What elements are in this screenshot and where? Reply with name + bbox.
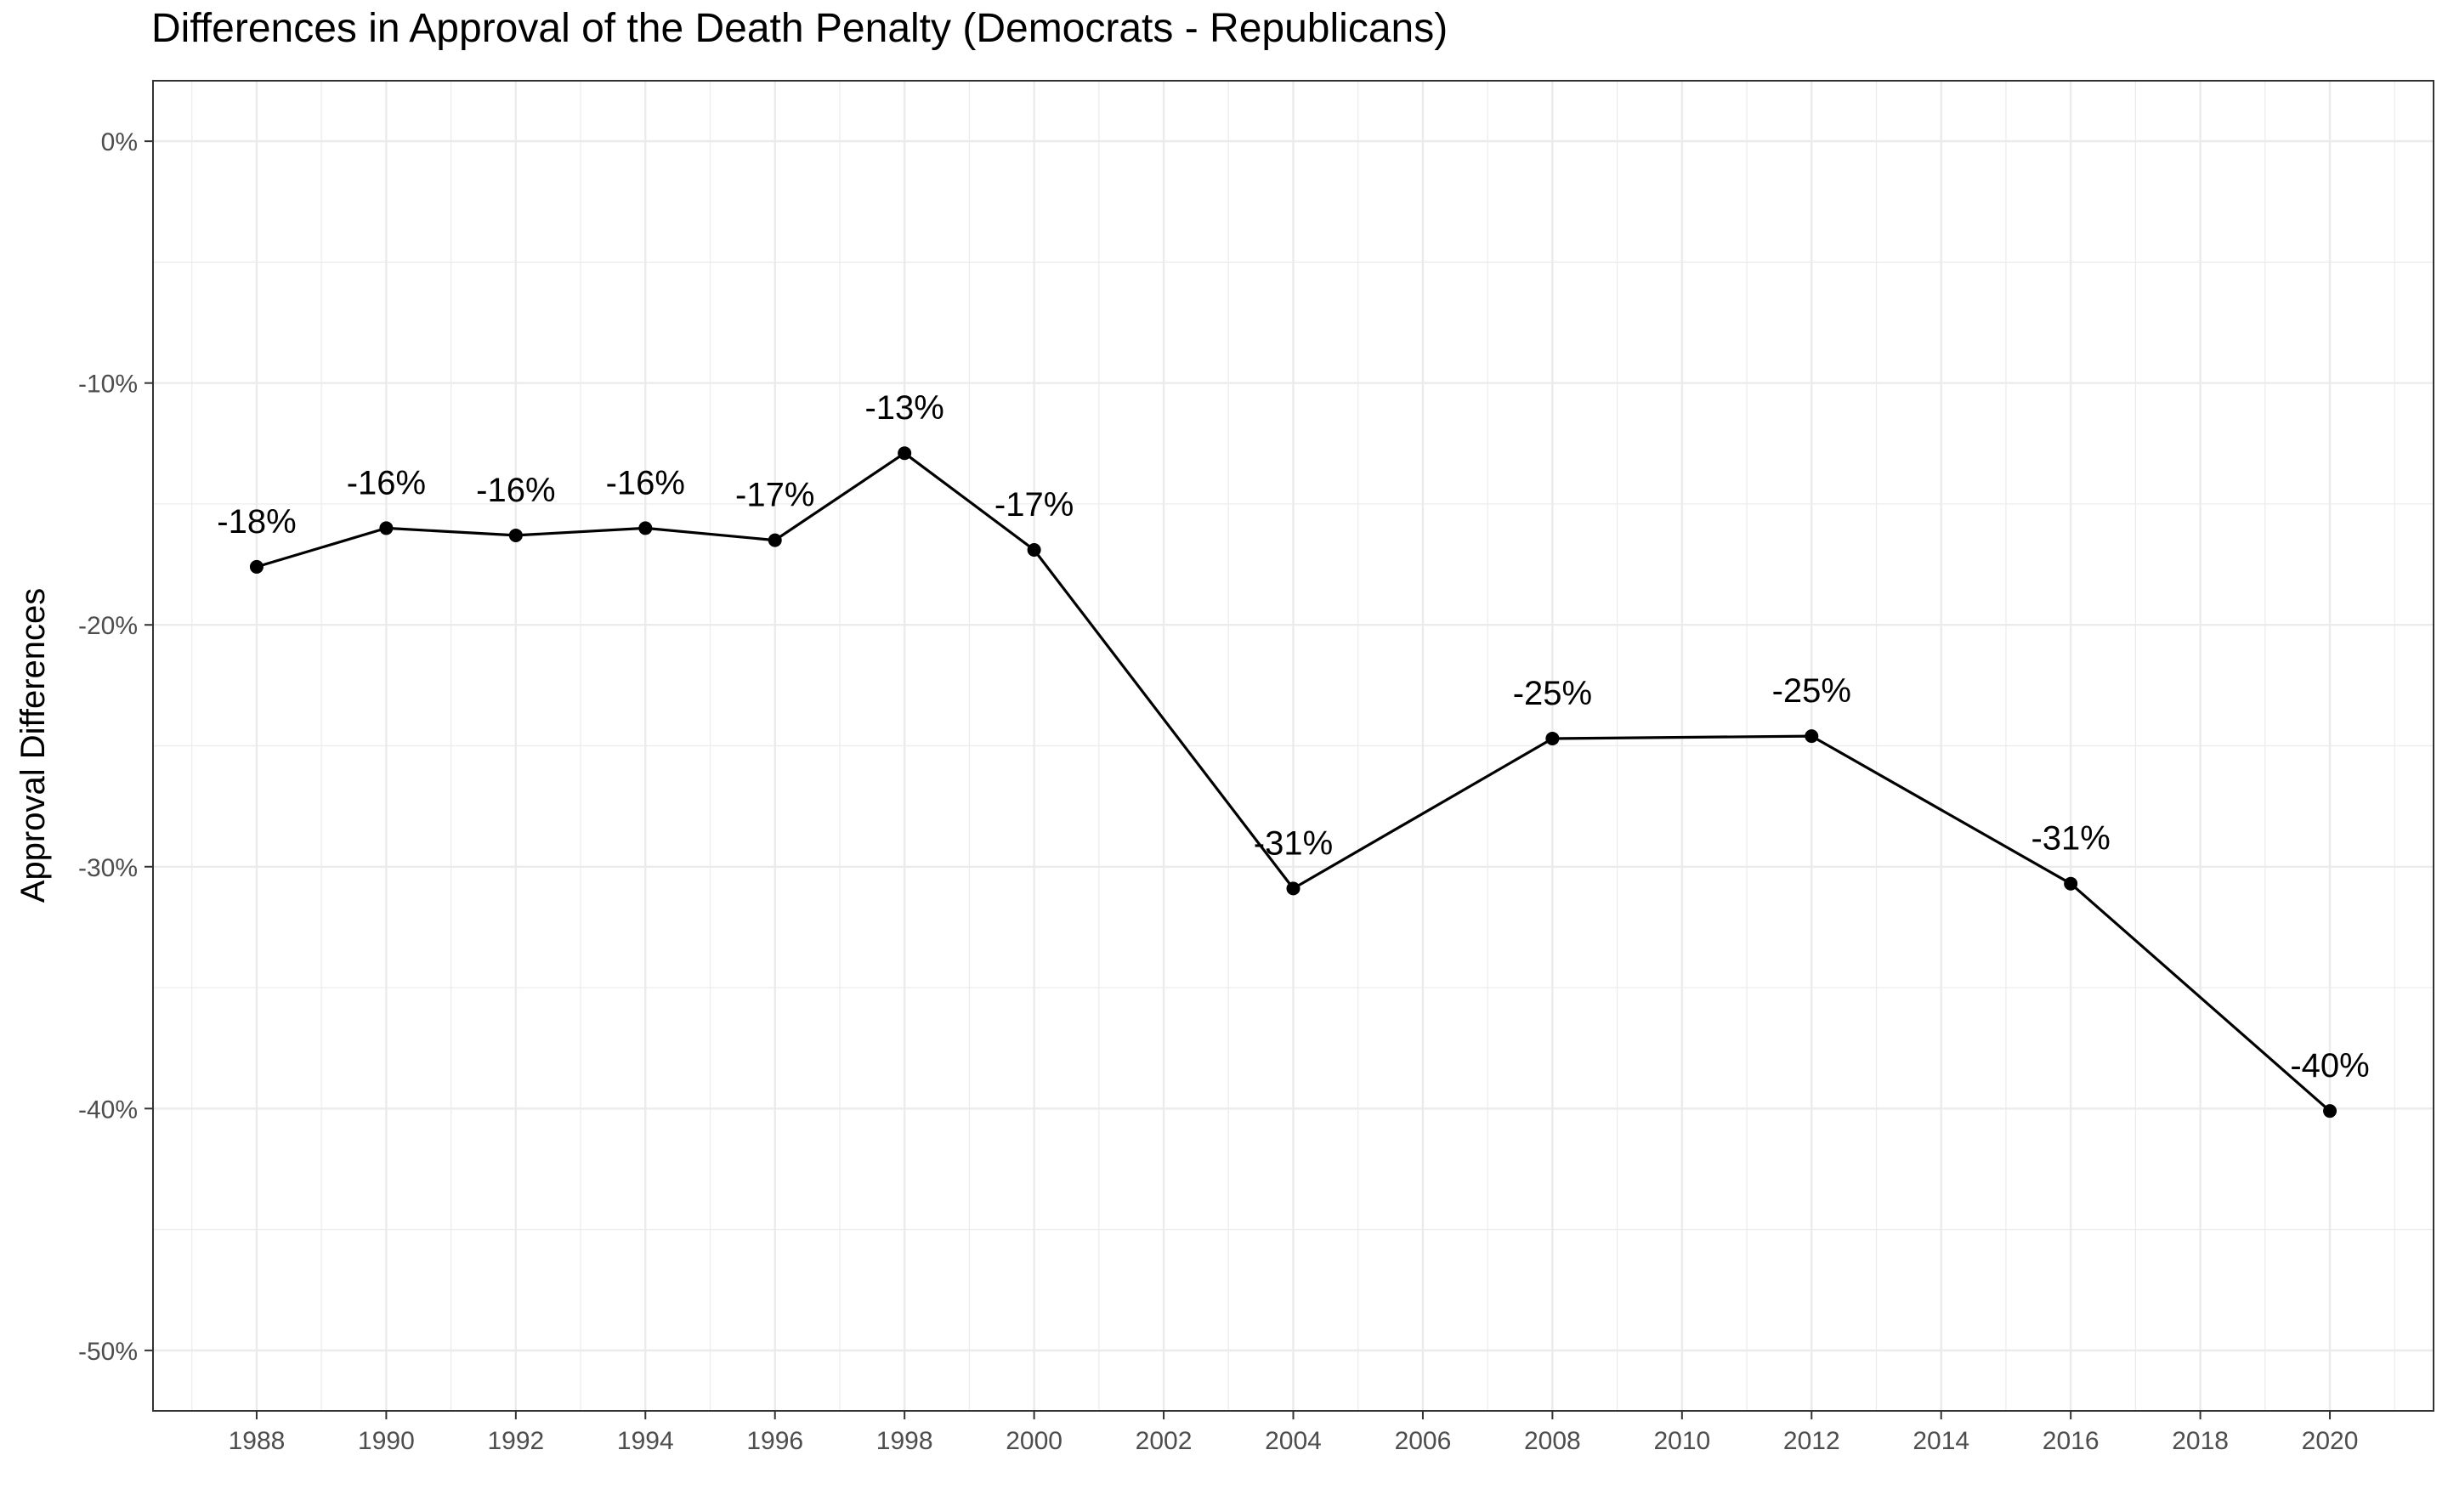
data-label: -13%	[864, 389, 944, 427]
data-label: -40%	[2290, 1047, 2369, 1084]
x-tick-label: 2006	[1395, 1427, 1452, 1455]
x-tick-label: 2004	[1265, 1427, 1322, 1455]
data-label: -25%	[1513, 675, 1592, 712]
data-label: -18%	[217, 503, 296, 541]
data-point	[1545, 731, 1560, 745]
data-label: -16%	[606, 464, 685, 501]
series-line	[256, 451, 2332, 1113]
axis-ticks: 1988 1990 1992 1994 1996 1998 2000 2002 2004 2006…	[78, 128, 2358, 1455]
x-tick-label: 2018	[2172, 1427, 2229, 1455]
data-point	[2064, 876, 2078, 891]
data-point	[898, 446, 912, 461]
data-points	[249, 446, 2338, 1118]
y-tick-label: -40%	[78, 1096, 138, 1124]
x-tick-label: 1988	[229, 1427, 286, 1455]
data-point	[768, 533, 782, 547]
chart-title: Differences in Approval of the Death Pen…	[151, 6, 1448, 51]
data-point	[638, 521, 653, 535]
data-point	[1286, 881, 1300, 896]
data-label: -16%	[347, 464, 426, 501]
data-label: -31%	[2031, 820, 2110, 858]
data-point	[1805, 729, 1819, 744]
data-point	[508, 528, 523, 542]
x-tick-label: 1992	[487, 1427, 544, 1455]
data-point	[379, 521, 394, 535]
y-tick-label: -20%	[78, 612, 138, 640]
x-tick-label: 2012	[1783, 1427, 1840, 1455]
x-tick-label: 1998	[876, 1427, 933, 1455]
y-axis-title: Approval Differences	[14, 588, 52, 903]
series-line-group	[256, 451, 2332, 1113]
x-tick-label: 2020	[2302, 1427, 2359, 1455]
x-tick-label: 1996	[746, 1427, 803, 1455]
x-tick-label: 1990	[358, 1427, 415, 1455]
y-tick-label: -10%	[78, 371, 138, 399]
data-label: -17%	[994, 486, 1074, 524]
y-tick-label: 0%	[101, 128, 138, 156]
x-tick-label: 2002	[1136, 1427, 1193, 1455]
x-tick-label: 2014	[1912, 1427, 1969, 1455]
x-tick-label: 2008	[1524, 1427, 1581, 1455]
data-point	[1027, 543, 1041, 558]
grid-lines	[153, 81, 2434, 1411]
x-tick-label: 2016	[2043, 1427, 2100, 1455]
data-point	[249, 559, 264, 574]
x-tick-label: 1994	[617, 1427, 674, 1455]
data-label: -17%	[735, 477, 814, 514]
y-tick-label: -50%	[78, 1338, 138, 1366]
y-tick-label: -30%	[78, 854, 138, 882]
x-tick-label: 2010	[1653, 1427, 1710, 1455]
data-label: -25%	[1772, 672, 1851, 710]
data-label: -16%	[476, 472, 555, 509]
data-labels: -18% -16% -16% -16% -17% -13% -17% -31% -25% -25%…	[217, 389, 2369, 1084]
data-point	[2323, 1104, 2338, 1118]
x-tick-label: 2000	[1006, 1427, 1062, 1455]
data-label: -31%	[1254, 824, 1333, 862]
